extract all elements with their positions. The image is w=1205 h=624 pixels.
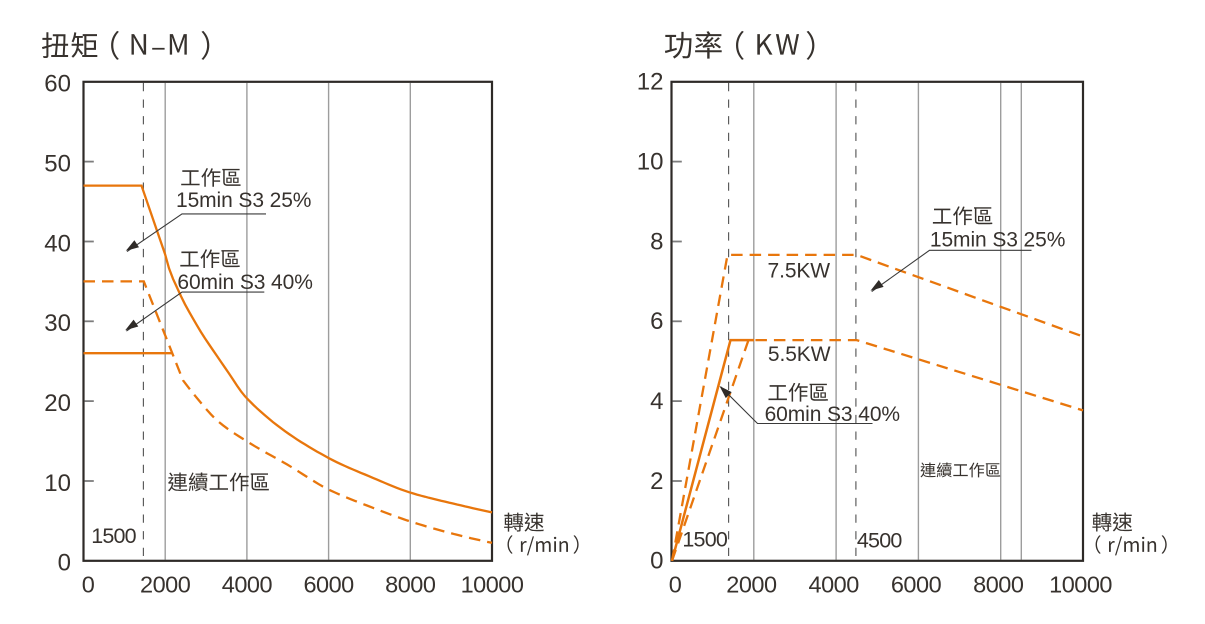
svg-text:1500: 1500 [91,524,136,548]
svg-text:2: 2 [650,468,663,495]
svg-text:0: 0 [82,572,95,598]
svg-text:8: 8 [650,228,663,255]
svg-text:6000: 6000 [891,572,942,598]
svg-text:5.5KW: 5.5KW [768,343,831,366]
svg-text:0: 0 [58,550,71,577]
svg-text:60min S3 40%: 60min S3 40% [177,271,312,294]
svg-text:4000: 4000 [222,572,273,598]
svg-text:8000: 8000 [973,572,1024,598]
svg-text:50: 50 [44,150,71,177]
svg-text:2000: 2000 [726,572,777,598]
svg-text:10: 10 [44,470,71,497]
svg-text:4500: 4500 [857,528,902,552]
svg-text:20: 20 [44,390,71,417]
svg-text:60: 60 [44,71,71,98]
svg-text:8000: 8000 [385,572,436,598]
svg-text:2000: 2000 [140,572,191,598]
svg-text:15min S3 25%: 15min S3 25% [930,229,1065,252]
svg-text:0: 0 [669,572,682,598]
svg-text:1500: 1500 [682,528,727,552]
svg-text:10000: 10000 [461,572,524,598]
svg-text:15min S3 25%: 15min S3 25% [176,189,311,212]
svg-text:10000: 10000 [1049,572,1112,598]
svg-text:40: 40 [44,230,71,257]
svg-text:10: 10 [637,148,664,175]
svg-text:6000: 6000 [303,572,354,598]
svg-text:12: 12 [637,69,664,96]
svg-text:4: 4 [650,388,663,415]
svg-text:0: 0 [650,548,663,575]
svg-text:30: 30 [44,310,71,337]
svg-text:6: 6 [650,308,663,335]
svg-text:60min S3 40%: 60min S3 40% [765,403,900,426]
svg-text:4000: 4000 [809,572,860,598]
svg-text:7.5KW: 7.5KW [768,259,831,282]
